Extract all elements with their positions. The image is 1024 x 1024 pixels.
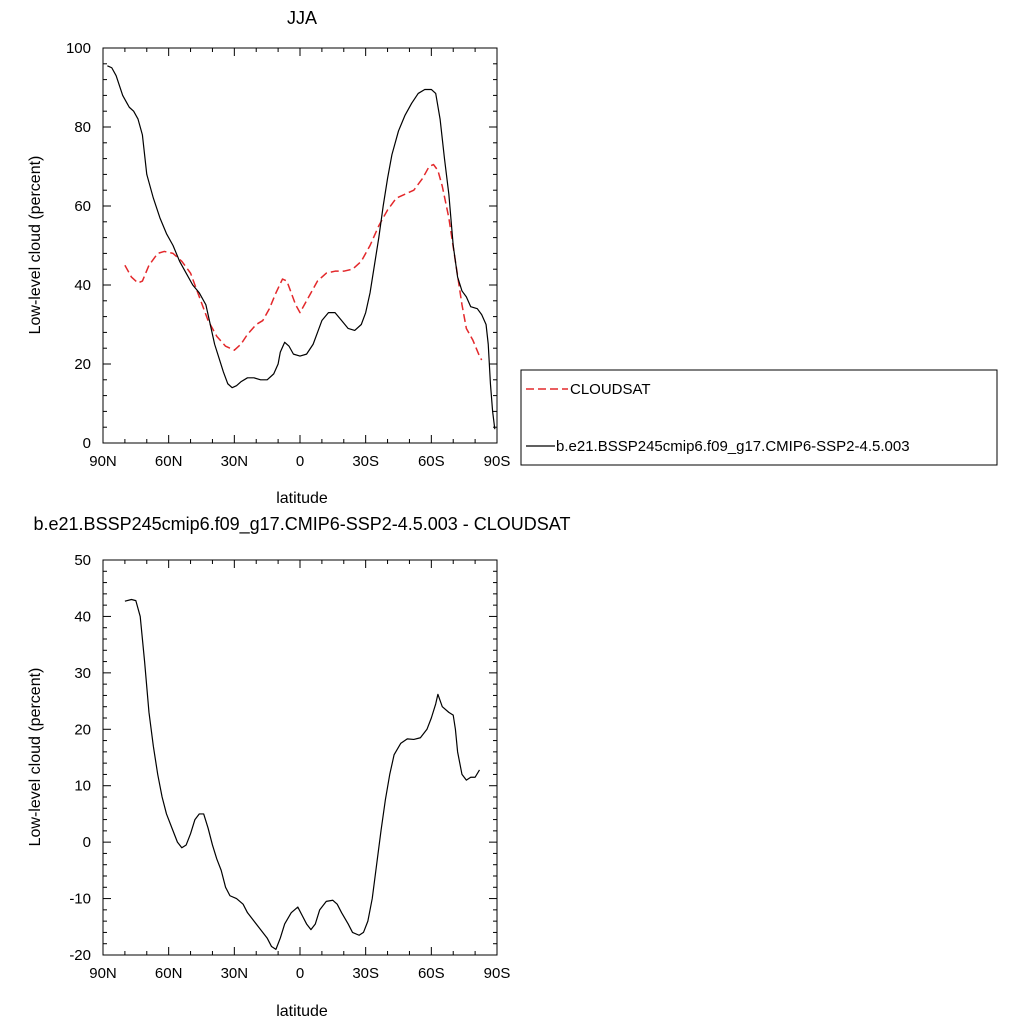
difference-y-axis: -20 -10 0 10 20 30 40 50 bbox=[69, 552, 497, 964]
top-series-line-model bbox=[107, 65, 496, 430]
difference-y-axis-label: Low-level cloud (percent) bbox=[27, 668, 44, 847]
difference-x-tick-label: 90S bbox=[484, 965, 511, 982]
top-x-tick-label: 60S bbox=[418, 453, 445, 470]
difference-x-tick-label: 60S bbox=[418, 965, 445, 982]
top-y-tick-label: 0 bbox=[83, 435, 91, 452]
top-y-tick-label: 80 bbox=[74, 119, 91, 136]
difference-y-tick-label: 30 bbox=[74, 665, 91, 682]
top-x-tick-label: 90S bbox=[484, 453, 511, 470]
legend-box bbox=[520, 369, 998, 466]
top-y-tick-label: 100 bbox=[66, 40, 91, 57]
top-x-axis: 90N 60N 30N 0 30S 60S 90S bbox=[89, 48, 510, 470]
top-chart-title: JJA bbox=[287, 8, 317, 28]
top-x-axis-label: latitude bbox=[276, 490, 328, 507]
difference-x-axis: 90N 60N 30N 0 30S 60S 90S bbox=[89, 560, 510, 982]
difference-y-tick-label: 10 bbox=[74, 778, 91, 795]
difference-y-tick-label: 50 bbox=[74, 552, 91, 569]
difference-y-tick-label: -20 bbox=[69, 947, 91, 964]
difference-x-tick-label: 90N bbox=[89, 965, 117, 982]
difference-y-tick-label: 40 bbox=[74, 608, 91, 625]
difference-x-tick-label: 30N bbox=[221, 965, 249, 982]
difference-x-tick-label: 0 bbox=[296, 965, 304, 982]
top-y-tick-label: 20 bbox=[74, 356, 91, 373]
top-y-tick-label: 60 bbox=[74, 198, 91, 215]
top-series-line-cloudsat bbox=[124, 163, 483, 361]
difference-y-tick-label: -10 bbox=[69, 891, 91, 908]
difference-plot-frame bbox=[102, 559, 498, 956]
top-x-tick-label: 60N bbox=[155, 453, 183, 470]
difference-x-tick-label: 60N bbox=[155, 965, 183, 982]
top-x-tick-label: 30S bbox=[352, 453, 379, 470]
difference-x-tick-label: 30S bbox=[352, 965, 379, 982]
difference-series-line-model bbox=[124, 598, 481, 950]
top-y-axis-label: Low-level cloud (percent) bbox=[27, 156, 44, 335]
top-y-axis: 0 20 40 60 80 100 bbox=[66, 40, 497, 452]
top-x-tick-label: 30N bbox=[221, 453, 249, 470]
difference-series-layer bbox=[124, 598, 481, 950]
top-y-tick-label: 40 bbox=[74, 277, 91, 294]
difference-chart-title: b.e21.BSSP245cmip6.f09_g17.CMIP6-SSP2-4.… bbox=[34, 514, 571, 535]
top-x-tick-label: 90N bbox=[89, 453, 117, 470]
top-chart: JJA 90N 60N 30N 0 30S 60S 90S 0 20 40 60 80 100 lat… bbox=[27, 8, 510, 507]
top-x-tick-label: 0 bbox=[296, 453, 304, 470]
legend: CLOUDSAT b.e21.BSSP245cmip6.f09_g17.CMIP… bbox=[520, 369, 998, 466]
difference-y-tick-label: 0 bbox=[83, 834, 91, 851]
difference-chart: b.e21.BSSP245cmip6.f09_g17.CMIP6-SSP2-4.… bbox=[27, 514, 570, 1020]
legend-label-model: b.e21.BSSP245cmip6.f09_g17.CMIP6-SSP2-4.… bbox=[556, 438, 910, 455]
top-series-layer bbox=[107, 65, 496, 430]
legend-label-cloudsat: CLOUDSAT bbox=[570, 381, 651, 398]
difference-x-axis-label: latitude bbox=[276, 1003, 328, 1020]
difference-y-tick-label: 20 bbox=[74, 721, 91, 738]
